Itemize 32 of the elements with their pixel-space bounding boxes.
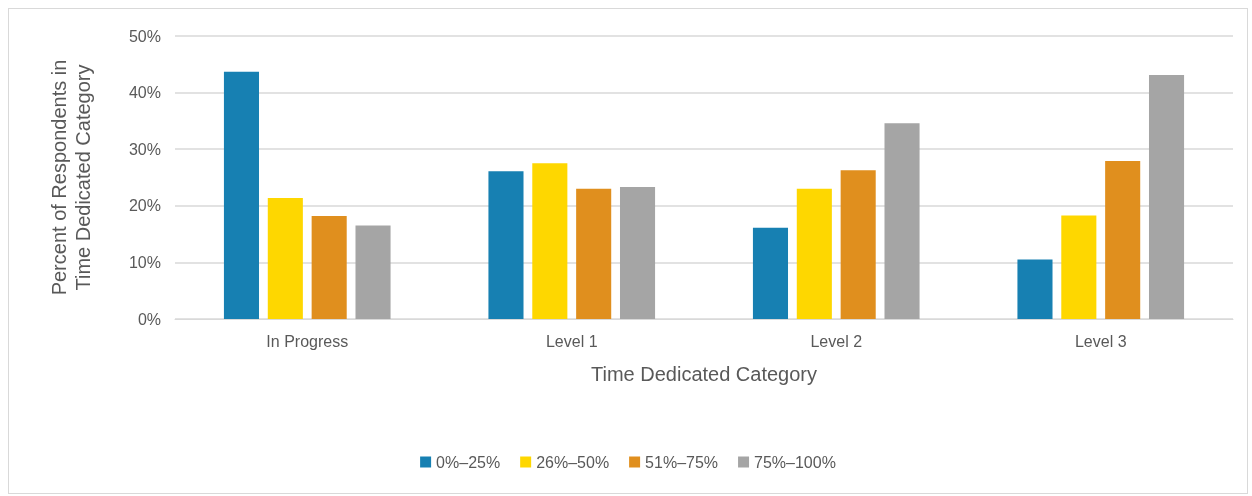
bar [840, 170, 876, 319]
x-axis-title: Time Dedicated Category [590, 363, 818, 385]
legend-label: 75%–100% [754, 453, 836, 471]
bar [267, 197, 303, 319]
bar [532, 163, 568, 319]
x-tick-label: Level 3 [1074, 332, 1127, 350]
bar [619, 187, 656, 319]
y-tick-label: 20% [128, 197, 161, 215]
legend-label: 0%–25% [436, 453, 501, 471]
legend-label: 26%–50% [536, 453, 610, 471]
legend-label: 51%–75% [645, 453, 719, 471]
bar [1105, 161, 1141, 319]
y-tick-label: 10% [128, 253, 161, 271]
bar [1148, 75, 1185, 319]
bar [796, 188, 832, 319]
y-axis-title: Percent of Respondents in Time Dedicated Category [48, 59, 94, 296]
bar [576, 188, 612, 319]
y-tick-label: 40% [128, 84, 161, 102]
bar [223, 71, 260, 319]
bar [1017, 259, 1053, 319]
y-tick-label: 30% [128, 140, 161, 158]
x-tick-label: Level 1 [545, 332, 598, 350]
bar [488, 171, 524, 319]
bar [1061, 215, 1097, 319]
bar [355, 225, 391, 319]
y-tick-label: 50% [128, 27, 161, 45]
x-tick-label: Level 2 [810, 332, 863, 350]
x-tick-label: In Progress [266, 332, 349, 350]
y-tick-label: 0% [137, 310, 161, 328]
bar [311, 215, 347, 319]
bar [752, 227, 789, 319]
bar [884, 123, 920, 319]
